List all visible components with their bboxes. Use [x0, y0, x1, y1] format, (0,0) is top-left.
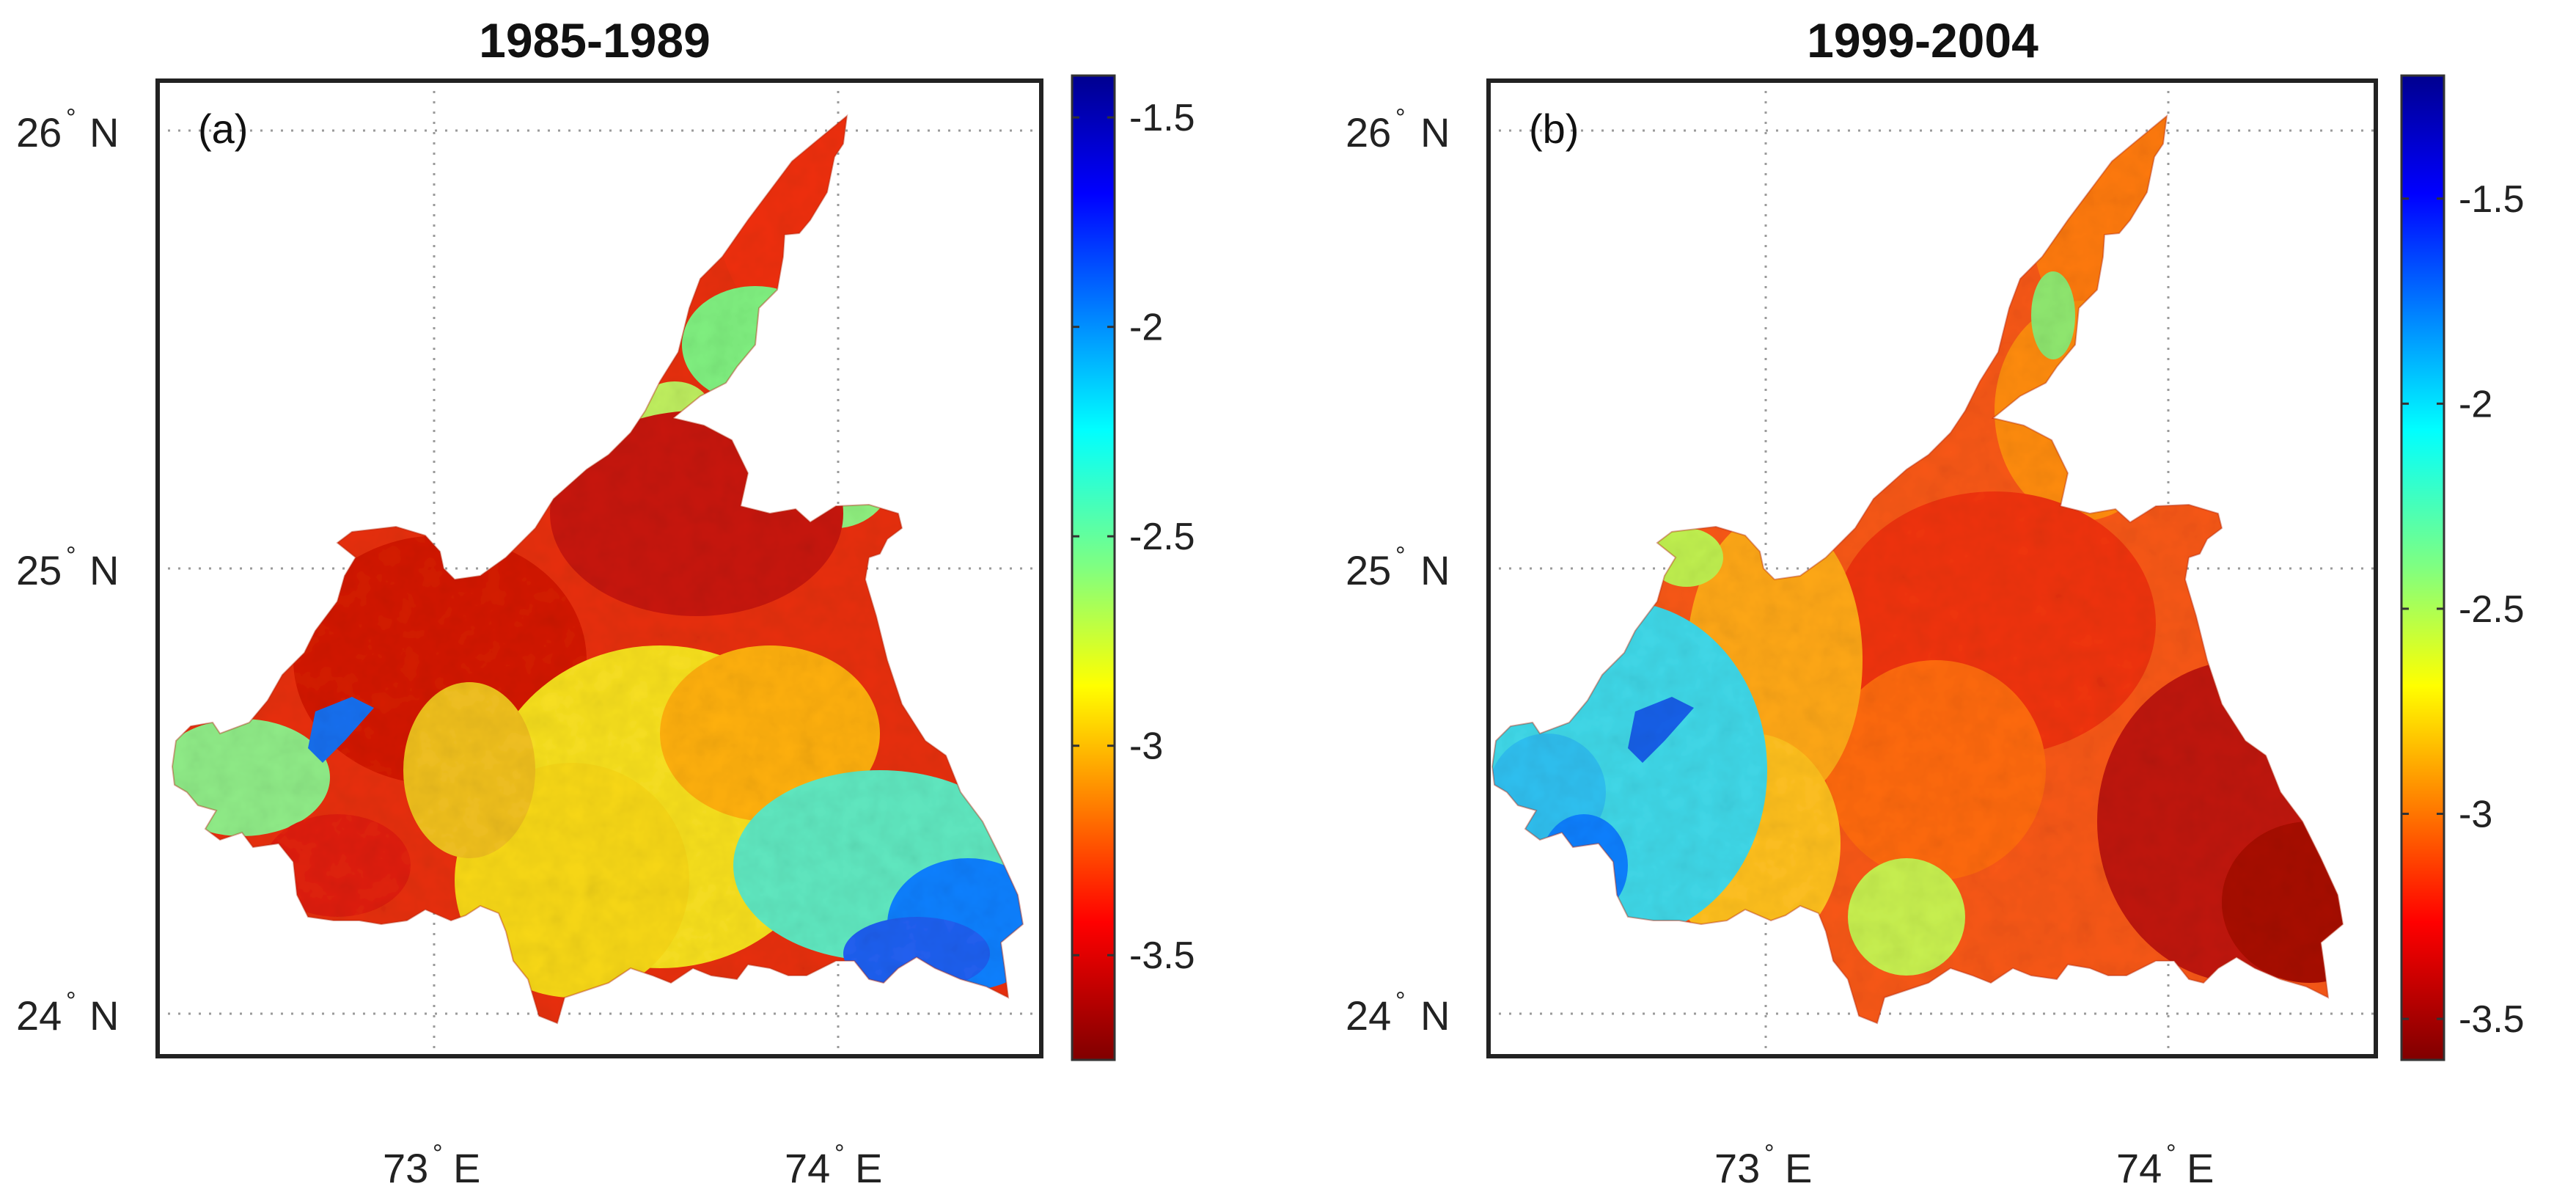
svg-text:E: E	[453, 1145, 480, 1191]
panel-b: 1999-2004	[1346, 13, 2525, 1191]
map-frame	[155, 78, 1043, 1058]
lat-label-26: 26 ° N	[1346, 104, 1450, 156]
svg-text:N: N	[89, 109, 119, 156]
svg-text:N: N	[89, 547, 119, 593]
svg-text:25: 25	[1346, 547, 1391, 593]
colorbar-tick-label: -3	[2459, 794, 2492, 836]
svg-text:°: °	[834, 1140, 845, 1168]
lat-label-26: 26 ° N	[16, 104, 119, 156]
map-frame	[1486, 78, 2378, 1058]
lon-label-74: 74 ° E	[785, 1140, 882, 1191]
colorbar-tick-label: -2	[2459, 383, 2492, 425]
lat-label-24: 24 ° N	[1346, 987, 1450, 1039]
panel-tag: (a)	[198, 106, 248, 152]
colorbar-tick-label: -2.5	[1129, 516, 1195, 558]
svg-text:73: 73	[1714, 1145, 1760, 1191]
svg-text:N: N	[1420, 109, 1450, 156]
panel-a: 1985-1989	[16, 13, 1195, 1191]
svg-text:N: N	[89, 992, 119, 1039]
svg-text:°: °	[1395, 987, 1406, 1015]
svg-text:°: °	[1395, 104, 1406, 132]
lon-label-74: 74 ° E	[2116, 1140, 2214, 1191]
svg-text:E: E	[855, 1145, 882, 1191]
svg-text:°: °	[433, 1140, 443, 1168]
svg-text:24: 24	[1346, 992, 1391, 1039]
colorbar-gradient	[2401, 76, 2444, 1060]
colorbar-tick-label: -2	[1129, 307, 1163, 349]
svg-text:°: °	[66, 104, 76, 132]
lon-label-73: 73 ° E	[1714, 1140, 1812, 1191]
colorbar-gradient	[1072, 76, 1115, 1060]
svg-text:°: °	[1764, 1140, 1775, 1168]
lat-label-25: 25 ° N	[16, 542, 119, 593]
svg-text:24: 24	[16, 992, 62, 1039]
lat-labels: 26 ° N 25 ° N 24 ° N	[16, 104, 119, 1039]
lon-labels: 73 ° E 74 ° E	[1714, 1140, 2214, 1191]
lat-labels: 26 ° N 25 ° N 24 ° N	[1346, 104, 1450, 1039]
raster-field	[1492, 116, 2343, 1023]
colorbar: -1.5 -2 -2.5 -3 -3.5	[1071, 74, 1195, 1061]
svg-text:26: 26	[16, 109, 62, 156]
lon-label-73: 73 ° E	[383, 1140, 480, 1191]
svg-text:E: E	[2187, 1145, 2214, 1191]
colorbar-tick-label: -3.5	[2459, 998, 2525, 1041]
lat-label-24: 24 ° N	[16, 987, 119, 1039]
svg-text:74: 74	[2116, 1145, 2162, 1191]
svg-text:°: °	[66, 987, 76, 1015]
colorbar: -1.5 -2 -2.5 -3 -3.5	[2400, 74, 2525, 1061]
svg-text:73: 73	[383, 1145, 428, 1191]
svg-text:N: N	[1420, 547, 1450, 593]
colorbar-tick-label: -2.5	[2459, 588, 2525, 631]
lat-label-25: 25 ° N	[1346, 542, 1450, 593]
svg-text:°: °	[2166, 1140, 2176, 1168]
panel-title: 1985-1989	[479, 13, 711, 67]
svg-text:74: 74	[785, 1145, 830, 1191]
svg-text:25: 25	[16, 547, 62, 593]
svg-text:N: N	[1420, 992, 1450, 1039]
colorbar-tick-label: -1.5	[1129, 97, 1195, 139]
svg-text:E: E	[1785, 1145, 1812, 1191]
panel-tag: (b)	[1529, 106, 1579, 152]
colorbar-tick-label: -3	[1129, 725, 1163, 768]
svg-text:°: °	[66, 542, 76, 570]
panel-title: 1999-2004	[1807, 13, 2039, 67]
svg-text:26: 26	[1346, 109, 1391, 156]
raster-field	[172, 116, 1023, 1023]
colorbar-tick-label: -1.5	[2459, 178, 2525, 221]
colorbar-tick-label: -3.5	[1129, 934, 1195, 977]
svg-text:°: °	[1395, 542, 1406, 570]
lon-labels: 73 ° E 74 ° E	[383, 1140, 882, 1191]
